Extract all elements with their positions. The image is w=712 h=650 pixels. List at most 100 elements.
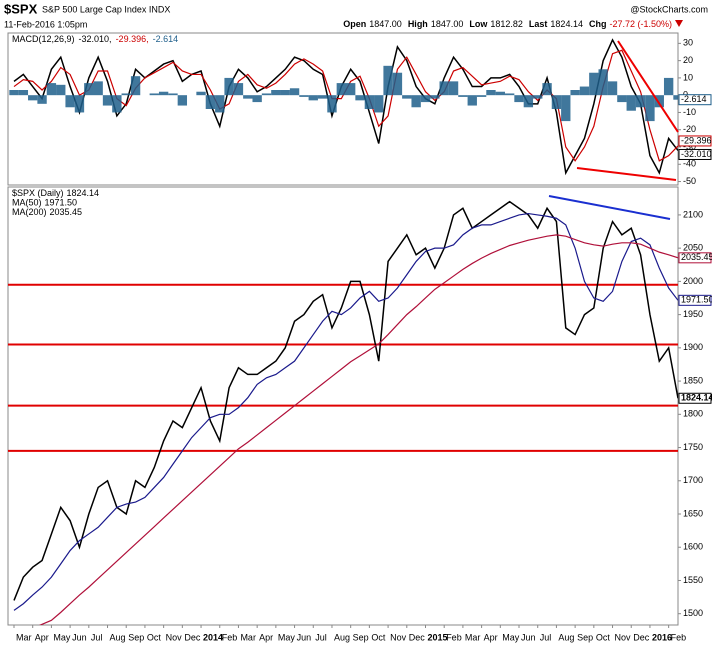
x-tick-label: May [278, 632, 296, 642]
histogram-bar [551, 95, 562, 109]
histogram-bar [458, 95, 468, 97]
quote-value: -27.72 (-1.50%) [609, 19, 672, 29]
x-tick-label: Nov [615, 632, 632, 642]
histogram-bar [280, 90, 290, 96]
histogram-bar [430, 95, 440, 99]
y-tick-label: 1950 [683, 309, 703, 319]
histogram-bar [28, 95, 38, 101]
quote-value: 1824.14 [550, 19, 583, 29]
histogram-bar [289, 88, 300, 96]
histogram-bar [439, 81, 449, 96]
index-name: S&P 500 Large Cap Index INDX [42, 4, 170, 14]
x-tick-label: Jul [315, 632, 327, 642]
histogram-bar [383, 65, 393, 96]
last-value-label: 2035.45 [681, 252, 712, 262]
last-value-label: 1824.14 [681, 393, 712, 403]
macd-plot [9, 38, 678, 176]
x-tick-label: Mar [240, 632, 256, 642]
histogram-bar [130, 76, 141, 96]
last-value-tag [678, 294, 712, 306]
y-tick-label: 20 [683, 55, 693, 65]
histogram-bar [37, 95, 47, 104]
x-tick-label: Aug [334, 632, 350, 642]
x-tick-label: Oct [371, 632, 386, 642]
macd-trend-line [617, 40, 679, 133]
y-tick-label: 30 [683, 38, 693, 48]
y-tick-label: 1750 [683, 442, 703, 452]
y-tick-label: 1850 [683, 375, 703, 385]
histogram-bar [514, 95, 524, 103]
last-value-label: 1971.50 [681, 295, 712, 305]
credit: @StockCharts.com [630, 4, 708, 14]
histogram-bar [523, 95, 534, 108]
histogram-bar [476, 95, 487, 97]
x-tick-label: Dec [184, 632, 201, 642]
histogram-bar [224, 77, 234, 96]
histogram-bar [158, 91, 169, 96]
macd-trend-line [576, 167, 677, 181]
histogram-bar [467, 95, 477, 106]
x-tick-label: 2014 [203, 632, 223, 642]
legend-value: -29.396, [116, 34, 149, 44]
histogram-bar [308, 95, 318, 101]
histogram-bar [65, 95, 75, 108]
quote-label: Chg [589, 19, 607, 29]
x-tick-label: Nov [166, 632, 183, 642]
histogram-bar [205, 95, 216, 109]
histogram-bar [317, 95, 328, 99]
last-value-label: -32.010 [681, 149, 712, 159]
histogram-bar [56, 84, 66, 96]
histogram-bar [420, 95, 431, 103]
quote-label: High [408, 19, 428, 29]
histogram-bar [299, 95, 309, 97]
histogram-bar [411, 95, 421, 108]
histogram-bar [448, 81, 459, 96]
last-value-tag [678, 252, 712, 264]
histogram-bar [589, 72, 599, 96]
indicator-line [13, 38, 678, 176]
x-tick-label: 2016 [652, 632, 672, 642]
legend-value: 2035.45 [50, 207, 83, 217]
histogram-bar [402, 95, 412, 99]
x-tick-label: Jul [91, 632, 103, 642]
histogram-bar [215, 95, 225, 113]
price-line [13, 200, 678, 601]
x-tick-label: Nov [390, 632, 407, 642]
y-tick-label: 2050 [683, 243, 703, 253]
y-tick-label: -50 [683, 176, 696, 186]
quote-value: 1847.00 [431, 19, 464, 29]
macd-panel [7, 32, 679, 186]
legend-name: MA(200) [12, 207, 47, 217]
x-tick-label: Oct [147, 632, 162, 642]
y-tick-label: 1500 [683, 608, 703, 618]
histogram-bar [579, 86, 590, 96]
quote-value: 1847.00 [369, 19, 402, 29]
histogram-bar [673, 95, 678, 100]
y-tick-label: 2000 [683, 276, 703, 286]
indicator-line [13, 212, 678, 611]
quote-label: Last [529, 19, 548, 29]
histogram-bar [233, 83, 244, 96]
x-tick-label: Aug [110, 632, 126, 642]
histogram-bar [112, 95, 122, 113]
histogram-bar [261, 93, 272, 96]
histogram-bar [9, 90, 19, 96]
histogram-bar [168, 93, 178, 96]
histogram-bar [663, 77, 674, 96]
histogram-bar [74, 95, 85, 113]
histogram-bar [196, 91, 206, 96]
legend-value: 1824.14 [67, 188, 100, 198]
x-tick-label: Apr [35, 632, 49, 642]
y-tick-label: 1700 [683, 475, 703, 485]
legend-entry: $SPX (Daily) 1824.14 [12, 188, 99, 198]
x-tick-label: Sep [353, 632, 369, 642]
x-tick-label: Sep [577, 632, 593, 642]
histogram-bar [617, 95, 627, 103]
legend-value: -2.614 [153, 34, 179, 44]
histogram-bar [374, 95, 384, 113]
y-tick-label: 2100 [683, 209, 703, 219]
x-tick-label: Mar [465, 632, 481, 642]
x-tick-label: Feb [671, 632, 687, 642]
histogram-bar [486, 90, 496, 96]
